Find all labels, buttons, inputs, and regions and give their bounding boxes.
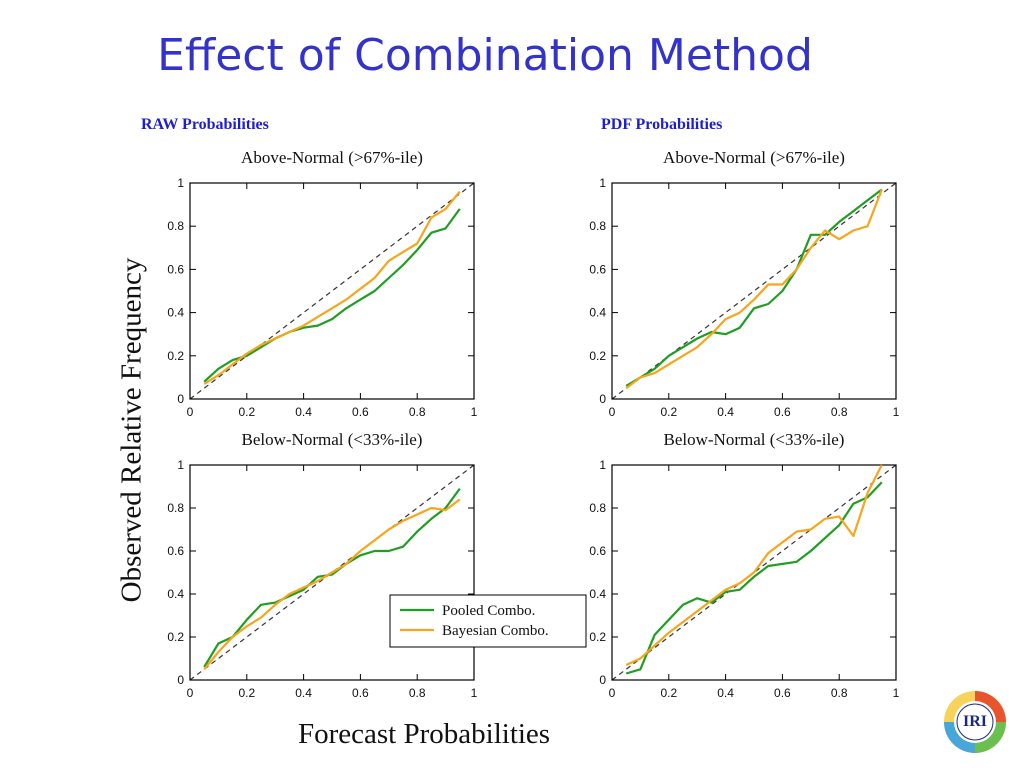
y-tick-label: 0.2 bbox=[589, 349, 606, 363]
y-tick-label: 0 bbox=[177, 392, 184, 406]
pooled-combo-line bbox=[625, 481, 883, 675]
pooled-combo-line bbox=[625, 188, 883, 387]
bayesian-combo-line bbox=[203, 498, 461, 670]
x-tick-label: 0.4 bbox=[717, 686, 734, 700]
plot-frame bbox=[611, 182, 897, 400]
x-tick-label: 0.8 bbox=[409, 686, 426, 700]
x-tick-label: 0.6 bbox=[352, 686, 369, 700]
y-tick-label: 0.8 bbox=[589, 501, 606, 515]
x-tick-label: 0.2 bbox=[238, 686, 255, 700]
y-tick-label: 0.4 bbox=[589, 587, 606, 601]
diagonal-reference-line bbox=[611, 182, 897, 400]
bayesian-combo-line bbox=[625, 464, 883, 667]
x-tick-label: 0.4 bbox=[295, 405, 312, 419]
plot-frame bbox=[611, 464, 897, 681]
y-tick-label: 0.8 bbox=[589, 219, 606, 233]
y-tick-label: 0.6 bbox=[167, 544, 184, 558]
y-tick-label: 1 bbox=[599, 176, 606, 190]
iri-logo: IRI bbox=[942, 689, 1008, 755]
panel-title: Above-Normal (>67%-ile) bbox=[663, 148, 845, 167]
x-tick-label: 1 bbox=[471, 405, 478, 419]
y-tick-label: 0.4 bbox=[167, 587, 184, 601]
x-tick-label: 0.6 bbox=[774, 686, 791, 700]
x-tick-label: 0 bbox=[187, 686, 194, 700]
y-tick-label: 0.6 bbox=[167, 262, 184, 276]
y-tick-label: 0.6 bbox=[589, 544, 606, 558]
plot-frame bbox=[189, 464, 475, 681]
y-tick-label: 1 bbox=[599, 458, 606, 472]
bayesian-combo-line bbox=[203, 190, 461, 385]
y-tick-label: 0.4 bbox=[167, 306, 184, 320]
panel-title: Above-Normal (>67%-ile) bbox=[241, 148, 423, 167]
section-title-pdf: PDF Probabilities bbox=[601, 116, 723, 133]
x-tick-label: 0 bbox=[609, 405, 616, 419]
x-tick-label: 0 bbox=[609, 686, 616, 700]
x-tick-label: 0 bbox=[187, 405, 194, 419]
legend-label-pooled: Pooled Combo. bbox=[442, 603, 535, 619]
panel-title: Below-Normal (<33%-ile) bbox=[664, 430, 845, 449]
x-tick-label: 0.8 bbox=[831, 405, 848, 419]
slide-title: Effect of Combination Method bbox=[157, 30, 813, 81]
legend-label-bayesian: Bayesian Combo. bbox=[442, 623, 549, 639]
y-tick-label: 0 bbox=[599, 392, 606, 406]
y-tick-label: 0.2 bbox=[167, 630, 184, 644]
y-tick-label: 1 bbox=[177, 458, 184, 472]
y-tick-label: 0 bbox=[599, 673, 606, 687]
x-tick-label: 0.2 bbox=[238, 405, 255, 419]
pooled-combo-line bbox=[203, 208, 461, 383]
x-axis-label: Forecast Probabilities bbox=[298, 718, 551, 750]
x-tick-label: 0.8 bbox=[831, 686, 848, 700]
x-tick-label: 0.4 bbox=[295, 686, 312, 700]
y-tick-label: 0.8 bbox=[167, 219, 184, 233]
x-tick-label: 0.8 bbox=[409, 405, 426, 419]
iri-logo-graphic bbox=[944, 691, 1006, 753]
x-tick-label: 0.2 bbox=[660, 405, 677, 419]
plot-frame bbox=[189, 182, 475, 400]
y-tick-label: 0.2 bbox=[589, 630, 606, 644]
y-tick-label: 1 bbox=[177, 176, 184, 190]
diagonal-reference-line bbox=[189, 182, 475, 400]
y-tick-label: 0.4 bbox=[589, 306, 606, 320]
iri-logo-text: IRI bbox=[962, 713, 987, 730]
y-tick-label: 0.6 bbox=[589, 262, 606, 276]
x-tick-label: 0.4 bbox=[717, 405, 734, 419]
x-tick-label: 0.2 bbox=[660, 686, 677, 700]
x-tick-label: 0.6 bbox=[774, 405, 791, 419]
y-tick-label: 0 bbox=[177, 673, 184, 687]
x-tick-label: 1 bbox=[471, 686, 478, 700]
legend-box bbox=[389, 594, 587, 648]
y-tick-label: 0.8 bbox=[167, 501, 184, 515]
panel-title: Below-Normal (<33%-ile) bbox=[242, 430, 423, 449]
x-tick-label: 1 bbox=[893, 405, 900, 419]
section-title-raw: RAW Probabilities bbox=[141, 116, 269, 133]
x-tick-label: 0.6 bbox=[352, 405, 369, 419]
bayesian-combo-line bbox=[625, 189, 883, 390]
pooled-combo-line bbox=[203, 487, 461, 668]
y-tick-label: 0.2 bbox=[167, 349, 184, 363]
x-tick-label: 1 bbox=[893, 686, 900, 700]
